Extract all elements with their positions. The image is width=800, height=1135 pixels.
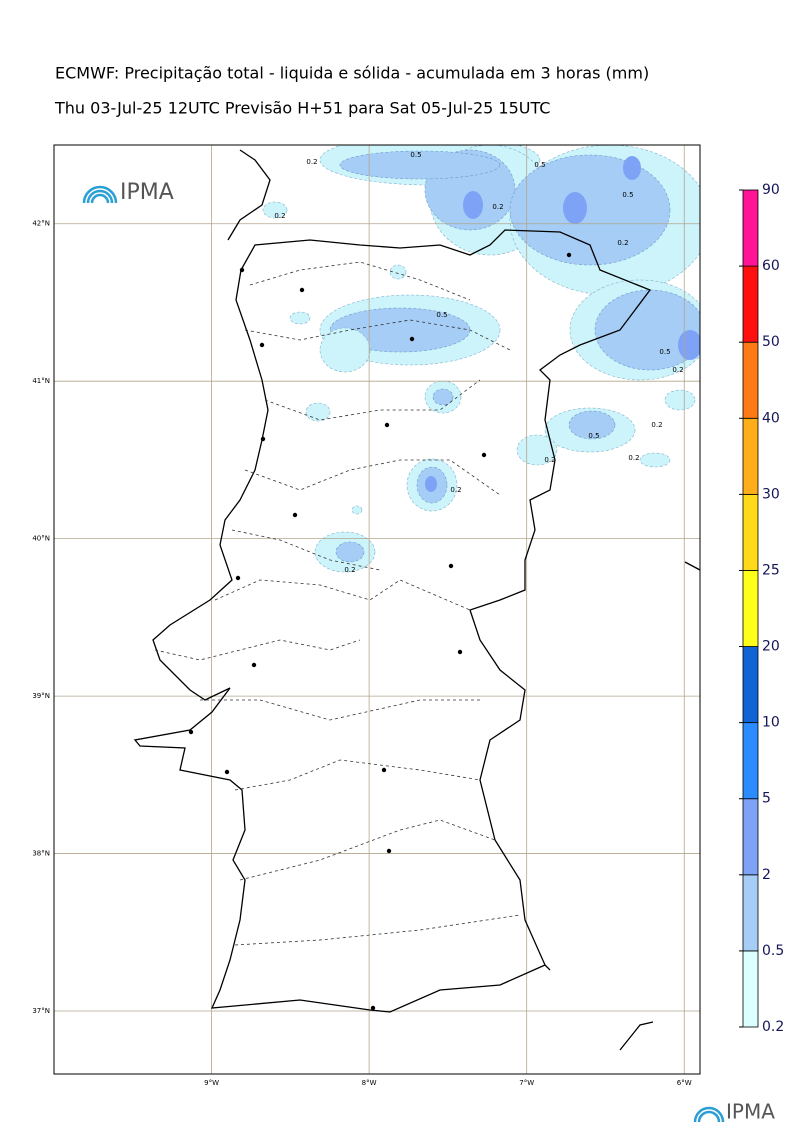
map-frame <box>53 144 701 1075</box>
contour-label: 0.5 <box>622 191 633 199</box>
logo-text: IPMA <box>120 180 174 205</box>
colorbar-segment <box>742 417 759 495</box>
lon-label: 8°W <box>362 1079 377 1087</box>
colorbar-segment <box>742 265 759 343</box>
logo-footer: IPMA <box>693 1100 775 1124</box>
contour-label: 0.2 <box>672 366 683 374</box>
logo: IPMA <box>82 180 174 205</box>
colorbar-segment <box>742 950 759 1028</box>
cities <box>188 252 572 1011</box>
colorbar-segment <box>742 646 759 724</box>
colorbar-label: 30 <box>762 486 780 502</box>
contour-label: 0.5 <box>436 311 447 319</box>
colorbar-segment <box>742 798 759 876</box>
contour-label: 0.5 <box>588 432 599 440</box>
colorbar-segment <box>742 874 759 952</box>
lon-label: 7°W <box>519 1079 534 1087</box>
contour-labels: 0.2 0.5 0.5 0.2 0.5 0.2 0.2 0.5 0.5 0.2 0.2 0.5 0.2 0… <box>274 151 683 574</box>
graticule <box>54 145 700 1074</box>
lat-label: 37°N <box>32 1007 50 1015</box>
precipitation <box>262 145 700 573</box>
colorbar-label: 20 <box>762 639 780 655</box>
colorbar-segment <box>742 189 759 267</box>
contour-label: 0.2 <box>344 566 355 574</box>
subtitle: Thu 03-Jul-25 12UTC Previsão H+51 para S… <box>54 99 550 118</box>
colorbar-label: 90 <box>762 182 780 198</box>
colorbar-label: 25 <box>762 562 780 578</box>
districts <box>154 261 521 946</box>
contour-label: 0.5 <box>410 151 421 159</box>
contour-label: 0.2 <box>544 456 555 464</box>
colorbar-segment <box>742 570 759 647</box>
map: 0.2 0.5 0.5 0.2 0.5 0.2 0.2 0.5 0.5 0.2 0.2 0.5 0.2 0… <box>53 144 701 1075</box>
lat-label: 40°N <box>32 535 50 543</box>
lon-label: 6°W <box>677 1079 692 1087</box>
contour-label: 0.2 <box>628 454 639 462</box>
contour-label: 0.2 <box>617 239 628 247</box>
title: ECMWF: Precipitação total - liquida e só… <box>55 64 649 83</box>
contour-label: 0.2 <box>306 158 317 166</box>
colorbar-label: 0.2 <box>762 1019 784 1035</box>
logo-text: IPMA <box>726 1100 775 1124</box>
lat-label: 38°N <box>32 850 50 858</box>
colorbar-label: 5 <box>762 791 771 807</box>
contour-label: 0.2 <box>274 212 285 220</box>
lat-label: 41°N <box>32 377 50 385</box>
contour-label: 0.5 <box>659 348 670 356</box>
colorbar-label: 40 <box>762 410 780 426</box>
colorbar-label: 50 <box>762 334 780 350</box>
colorbar-segment <box>742 493 759 571</box>
colorbar-segment <box>742 341 759 419</box>
contour-label: 0.2 <box>492 203 503 211</box>
contour-label: 0.5 <box>534 161 545 169</box>
lat-label: 42°N <box>32 220 50 228</box>
contour-label: 0.2 <box>450 486 461 494</box>
colorbar-label: 60 <box>762 258 780 274</box>
colorbar-label: 10 <box>762 715 780 731</box>
contour-label: 0.2 <box>651 421 662 429</box>
lat-label: 39°N <box>32 692 50 700</box>
colorbar-label: 2 <box>762 867 771 883</box>
coastline <box>133 149 701 1051</box>
colorbar-segment <box>742 722 759 800</box>
lon-label: 9°W <box>204 1079 219 1087</box>
colorbar-label: 0.5 <box>762 943 784 959</box>
